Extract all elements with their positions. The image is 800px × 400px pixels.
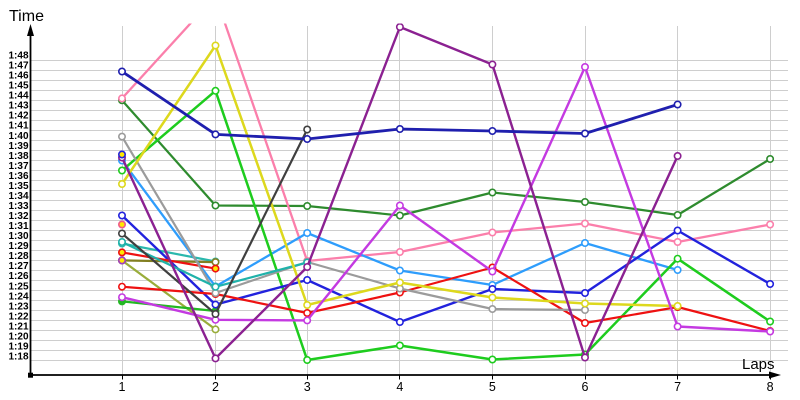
svg-text:3: 3 — [304, 380, 311, 394]
svg-text:1:42: 1:42 — [8, 111, 28, 122]
svg-text:1:33: 1:33 — [8, 201, 28, 212]
svg-text:1:21: 1:21 — [8, 321, 28, 332]
svg-text:1:23: 1:23 — [8, 301, 28, 312]
svg-text:1:28: 1:28 — [8, 251, 28, 262]
svg-text:1:32: 1:32 — [8, 211, 28, 222]
svg-text:5: 5 — [489, 380, 496, 394]
svg-text:1:39: 1:39 — [8, 141, 28, 152]
svg-text:8: 8 — [767, 380, 774, 394]
svg-text:1:20: 1:20 — [8, 331, 28, 342]
svg-text:1:18: 1:18 — [8, 351, 28, 362]
svg-text:1:24: 1:24 — [8, 291, 28, 302]
svg-text:1:45: 1:45 — [8, 81, 28, 92]
svg-text:1:26: 1:26 — [8, 271, 28, 282]
svg-text:2: 2 — [212, 380, 219, 394]
svg-text:7: 7 — [674, 380, 681, 394]
svg-text:1: 1 — [119, 380, 126, 394]
svg-text:1:46: 1:46 — [8, 71, 28, 82]
svg-text:1:44: 1:44 — [8, 91, 28, 102]
svg-text:1:35: 1:35 — [8, 181, 28, 192]
svg-text:1:34: 1:34 — [8, 191, 28, 202]
svg-text:1:29: 1:29 — [8, 241, 28, 252]
svg-text:1:47: 1:47 — [8, 61, 28, 72]
svg-text:4: 4 — [396, 380, 403, 394]
svg-text:1:25: 1:25 — [8, 281, 28, 292]
svg-text:1:40: 1:40 — [8, 131, 28, 142]
svg-text:Laps: Laps — [742, 356, 775, 373]
svg-text:1:37: 1:37 — [8, 161, 28, 172]
svg-text:1:31: 1:31 — [8, 221, 28, 232]
svg-text:1:41: 1:41 — [8, 121, 28, 132]
svg-text:1:30: 1:30 — [8, 231, 28, 242]
svg-text:1:43: 1:43 — [8, 101, 28, 112]
svg-text:1:22: 1:22 — [8, 311, 28, 322]
svg-text:1:36: 1:36 — [8, 171, 28, 182]
svg-text:1:48: 1:48 — [8, 51, 28, 62]
svg-text:6: 6 — [582, 380, 589, 394]
svg-text:1:19: 1:19 — [8, 341, 28, 352]
svg-text:Time: Time — [9, 8, 44, 25]
svg-text:1:27: 1:27 — [8, 261, 28, 272]
svg-text:1:38: 1:38 — [8, 151, 28, 162]
